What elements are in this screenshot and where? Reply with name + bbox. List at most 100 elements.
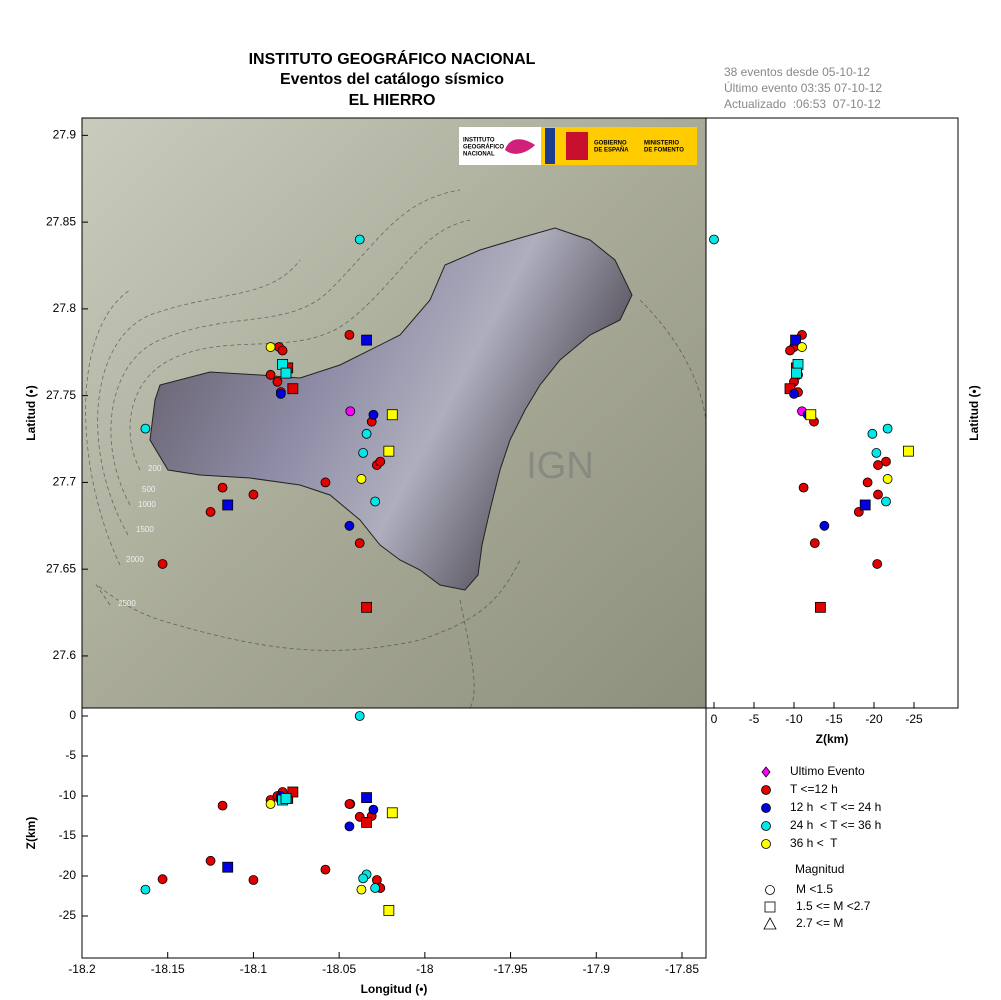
logo-text: DE ESPAÑA (594, 147, 629, 154)
event-marker (140, 884, 151, 895)
contour-label: 1500 (136, 525, 154, 534)
legend-marker (761, 766, 771, 778)
y-tick-label: 27.85 (46, 214, 76, 228)
x-tick-label: -18 (416, 962, 434, 976)
logo-flag (545, 128, 555, 164)
y-tick-label: 27.7 (53, 475, 77, 489)
event-marker (383, 445, 395, 457)
event-marker (785, 345, 795, 356)
event-marker (205, 507, 216, 517)
x-tick-label: -5 (749, 712, 760, 726)
event-marker (809, 538, 820, 549)
x-tick-label: -18.05 (322, 962, 356, 976)
event-marker (248, 489, 259, 500)
event-marker (386, 409, 398, 421)
event-marker (881, 496, 891, 507)
event-marker (358, 873, 369, 884)
event-marker (872, 559, 883, 569)
x-tick-label: -25 (905, 712, 923, 726)
event-marker (140, 423, 151, 434)
contour-label: 2000 (126, 555, 144, 564)
logo-text: GOBIERNO (594, 141, 627, 147)
event-marker (368, 409, 379, 420)
event-marker (222, 499, 234, 511)
event-marker (354, 538, 365, 549)
event-marker (903, 445, 914, 457)
magnitude-marker (763, 917, 777, 930)
event-marker (157, 874, 168, 885)
event-marker (280, 793, 292, 804)
x-tick-label: 0 (711, 712, 718, 726)
y-tick-label: -10 (59, 788, 77, 802)
event-marker (791, 367, 802, 379)
event-marker (790, 334, 801, 346)
logo-text: INSTITUTO (463, 138, 495, 144)
x-tick-label: -18.1 (240, 962, 268, 976)
event-marker (265, 369, 276, 380)
y-tick-label: 27.75 (46, 388, 76, 402)
legend-label: T <=12 h (790, 782, 838, 796)
contour-label: 2500 (118, 599, 136, 608)
title: INSTITUTO GEOGRÁFICO NACIONAL (249, 49, 536, 68)
event-marker (815, 601, 826, 613)
event-marker (275, 389, 286, 399)
logo-mark (505, 139, 535, 154)
event-marker (222, 861, 234, 873)
axis-label: Longitud (•) (361, 982, 428, 996)
title: EL HIERRO (349, 92, 436, 109)
event-marker (873, 460, 883, 470)
event-marker (882, 474, 893, 484)
contours (85, 189, 707, 709)
event-marker (370, 496, 381, 507)
event-marker (361, 334, 372, 346)
event-marker (277, 345, 288, 356)
magnitude-label: 1.5 <= M <2.7 (796, 899, 871, 913)
event-marker (248, 875, 259, 885)
event-marker (157, 559, 168, 569)
axis-label: Latitud (•) (967, 385, 981, 441)
legend-label: 12 h < T <= 24 h (790, 800, 881, 814)
event-marker (280, 367, 292, 379)
logo-text: DE FOMENTO (644, 148, 684, 154)
event-marker (386, 807, 398, 819)
contour-label: 200 (148, 464, 162, 473)
legend-marker (761, 785, 771, 795)
event-marker (798, 482, 809, 493)
y-tick-label: 27.9 (53, 128, 77, 142)
event-marker (789, 389, 799, 399)
event-marker (375, 456, 386, 467)
x-tick-label: -17.85 (665, 962, 699, 976)
info: 38 eventos desde 05-10-12 (724, 65, 870, 79)
event-marker (345, 406, 356, 417)
event-marker (862, 477, 873, 488)
logo-shield (566, 132, 588, 160)
axis-label: Latitud (•) (24, 385, 38, 441)
event-marker (805, 409, 817, 421)
x-tick-label: -17.9 (583, 962, 611, 976)
event-marker (205, 855, 216, 866)
event-marker (881, 456, 891, 467)
event-marker (859, 499, 871, 511)
event-marker (370, 883, 381, 893)
y-tick-label: 27.8 (53, 301, 77, 315)
legend-label: Ultimo Evento (790, 764, 865, 778)
x-tick-label: -20 (865, 712, 883, 726)
island (149, 227, 633, 591)
info: Último evento 03:35 07-10-12 (724, 80, 882, 95)
event-marker (361, 428, 372, 439)
event-marker (361, 601, 372, 613)
event-marker (354, 234, 365, 245)
event-marker (361, 817, 372, 828)
logo-text: GEOGRÁFICO (463, 144, 504, 151)
event-marker (356, 884, 367, 895)
event-marker (383, 905, 395, 916)
logo-text: NACIONAL (463, 152, 495, 158)
event-marker (320, 477, 331, 488)
event-marker (354, 711, 365, 721)
y-tick-label: 27.6 (53, 648, 77, 662)
legend-label: 24 h < T <= 36 h (790, 818, 881, 832)
event-marker (356, 474, 367, 484)
y-tick-label: -20 (59, 868, 77, 882)
event-marker (358, 448, 369, 458)
